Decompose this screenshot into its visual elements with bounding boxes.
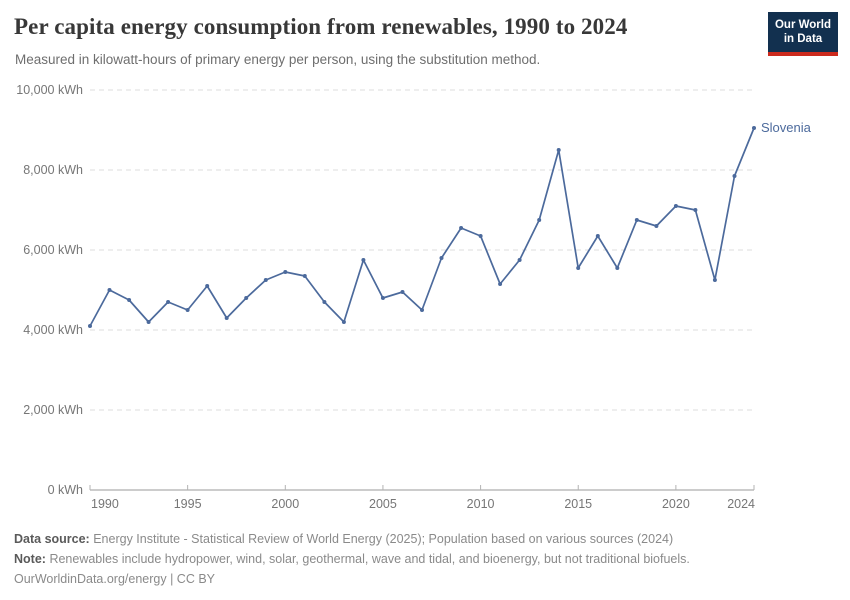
data-source-line: Data source: Energy Institute - Statisti…	[14, 529, 834, 549]
data-point[interactable]	[712, 278, 717, 282]
page-title: Per capita energy consumption from renew…	[14, 14, 628, 39]
x-axis-tick-label: 2010	[467, 497, 495, 511]
data-point[interactable]	[127, 298, 132, 302]
data-point[interactable]	[400, 290, 405, 294]
y-axis-tick-label: 10,000 kWh	[16, 83, 83, 97]
data-point[interactable]	[302, 274, 307, 278]
owid-logo-line2: in Data	[783, 33, 823, 46]
x-axis-tick-label: 2020	[662, 497, 690, 511]
y-axis-tick-label: 4,000 kWh	[23, 323, 83, 337]
data-point[interactable]	[185, 308, 190, 312]
data-point[interactable]	[146, 320, 151, 324]
data-point[interactable]	[498, 282, 503, 286]
data-point[interactable]	[322, 300, 327, 304]
data-point[interactable]	[263, 278, 268, 282]
data-point[interactable]	[88, 324, 92, 328]
data-point[interactable]	[752, 126, 756, 130]
data-point[interactable]	[537, 218, 542, 222]
data-point[interactable]	[576, 266, 581, 270]
y-axis-tick-label: 6,000 kWh	[23, 243, 83, 257]
data-point[interactable]	[478, 234, 483, 238]
data-point[interactable]	[439, 256, 444, 260]
line-chart-area[interactable]: 0 kWh 2,000 kWh 4,000 kWh 6,000 kWh 8,000 kW…	[0, 80, 850, 520]
data-point[interactable]	[615, 266, 620, 270]
note-text: Renewables include hydropower, wind, sol…	[49, 552, 690, 566]
data-point[interactable]	[380, 296, 385, 300]
data-point[interactable]	[556, 148, 561, 152]
data-point[interactable]	[654, 224, 659, 228]
note-label: Note:	[14, 552, 46, 566]
data-point[interactable]	[107, 288, 112, 292]
data-point[interactable]	[634, 218, 639, 222]
x-axis-tick-label: 2000	[271, 497, 299, 511]
data-point[interactable]	[283, 270, 288, 274]
data-point[interactable]	[595, 234, 600, 238]
x-axis-tick-label: 2005	[369, 497, 397, 511]
x-axis-tick-label: 2015	[564, 497, 592, 511]
data-point[interactable]	[361, 258, 366, 262]
x-axis-tick-label: 1990	[91, 497, 119, 511]
data-source-label: Data source:	[14, 532, 90, 546]
data-point[interactable]	[205, 284, 210, 288]
data-point[interactable]	[244, 296, 249, 300]
chart-footer: Data source: Energy Institute - Statisti…	[14, 529, 834, 589]
series-line[interactable]	[89, 127, 755, 327]
data-point[interactable]	[224, 316, 229, 320]
data-point[interactable]	[420, 308, 424, 312]
x-axis-tick-label: 1995	[174, 497, 202, 511]
owid-logo-line1: Our World	[774, 19, 831, 31]
chart-canvas[interactable]: 0 kWh 2,000 kWh 4,000 kWh 6,000 kWh 8,000 kW…	[0, 80, 850, 520]
data-point[interactable]	[459, 226, 464, 230]
y-axis-tick-label: 2,000 kWh	[23, 403, 83, 417]
x-axis-tick-label: 2024	[727, 497, 755, 511]
y-axis-tick-label: 8,000 kWh	[23, 163, 83, 177]
data-point[interactable]	[341, 320, 346, 324]
series-label: Slovenia	[761, 120, 812, 135]
data-point[interactable]	[673, 204, 678, 208]
data-point[interactable]	[517, 258, 522, 262]
license-line[interactable]: OurWorldinData.org/energy | CC BY	[14, 572, 216, 586]
page-subtitle: Measured in kilowatt-hours of primary en…	[15, 52, 541, 67]
y-axis-tick-label: 0 kWh	[48, 483, 83, 497]
data-source-text: Energy Institute - Statistical Review of…	[93, 532, 674, 546]
owid-logo[interactable]: Our World in Data	[768, 12, 838, 56]
data-point[interactable]	[732, 174, 737, 178]
note-line: Note: Renewables include hydropower, win…	[14, 549, 834, 569]
data-point[interactable]	[693, 208, 698, 212]
data-point[interactable]	[166, 300, 171, 304]
